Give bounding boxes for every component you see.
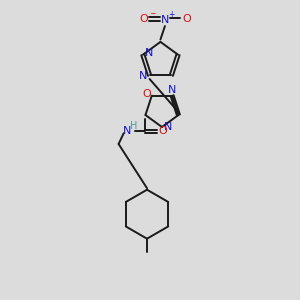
Text: O: O: [139, 14, 148, 24]
Text: N: N: [164, 122, 173, 132]
Text: O: O: [182, 14, 191, 24]
Text: O: O: [142, 89, 151, 99]
Text: +: +: [168, 10, 174, 19]
Text: N: N: [161, 15, 169, 25]
Text: N: N: [139, 71, 147, 81]
Text: −: −: [149, 9, 156, 18]
Text: O: O: [158, 126, 167, 136]
Text: N: N: [123, 126, 132, 136]
Text: H: H: [130, 121, 137, 131]
Text: N: N: [145, 48, 154, 58]
Text: N: N: [168, 85, 176, 95]
